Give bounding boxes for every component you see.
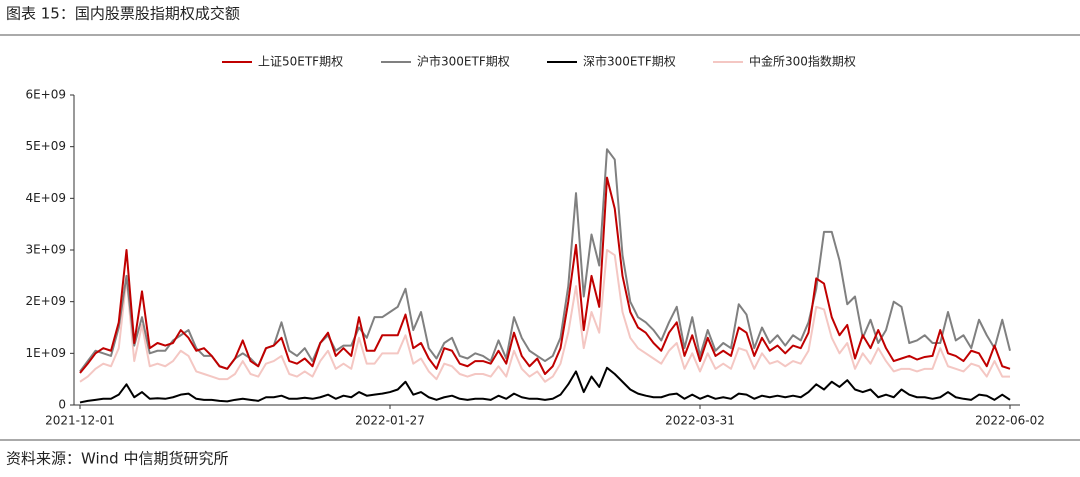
y-tick-label: 6E+09	[25, 88, 66, 102]
series-line	[79, 366, 1011, 404]
legend-label: 上证50ETF期权	[258, 55, 343, 69]
x-tick-label: 2022-06-02	[975, 414, 1045, 428]
x-tick-label: 2021-12-01	[45, 414, 115, 428]
x-tick-label: 2022-03-31	[665, 414, 735, 428]
legend-label: 中金所300指数期权	[749, 54, 856, 69]
y-tick-label: 4E+09	[25, 191, 66, 205]
chart-title: 图表 15：国内股票股指期权成交额	[6, 5, 240, 23]
legend-label: 沪市300ETF期权	[417, 54, 510, 69]
y-tick-label: 3E+09	[25, 243, 66, 257]
y-tick-label: 0	[58, 398, 66, 412]
source-note: 资料来源：Wind 中信期货研究所	[6, 450, 228, 468]
y-tick-label: 5E+09	[25, 139, 66, 153]
x-tick-label: 2022-01-27	[355, 414, 425, 428]
series-line	[79, 249, 1010, 383]
series-line	[79, 148, 1011, 373]
y-tick-label: 1E+09	[25, 346, 66, 360]
legend-label: 深市300ETF期权	[583, 54, 676, 69]
series-line	[79, 176, 1011, 375]
y-tick-label: 2E+09	[25, 294, 66, 308]
